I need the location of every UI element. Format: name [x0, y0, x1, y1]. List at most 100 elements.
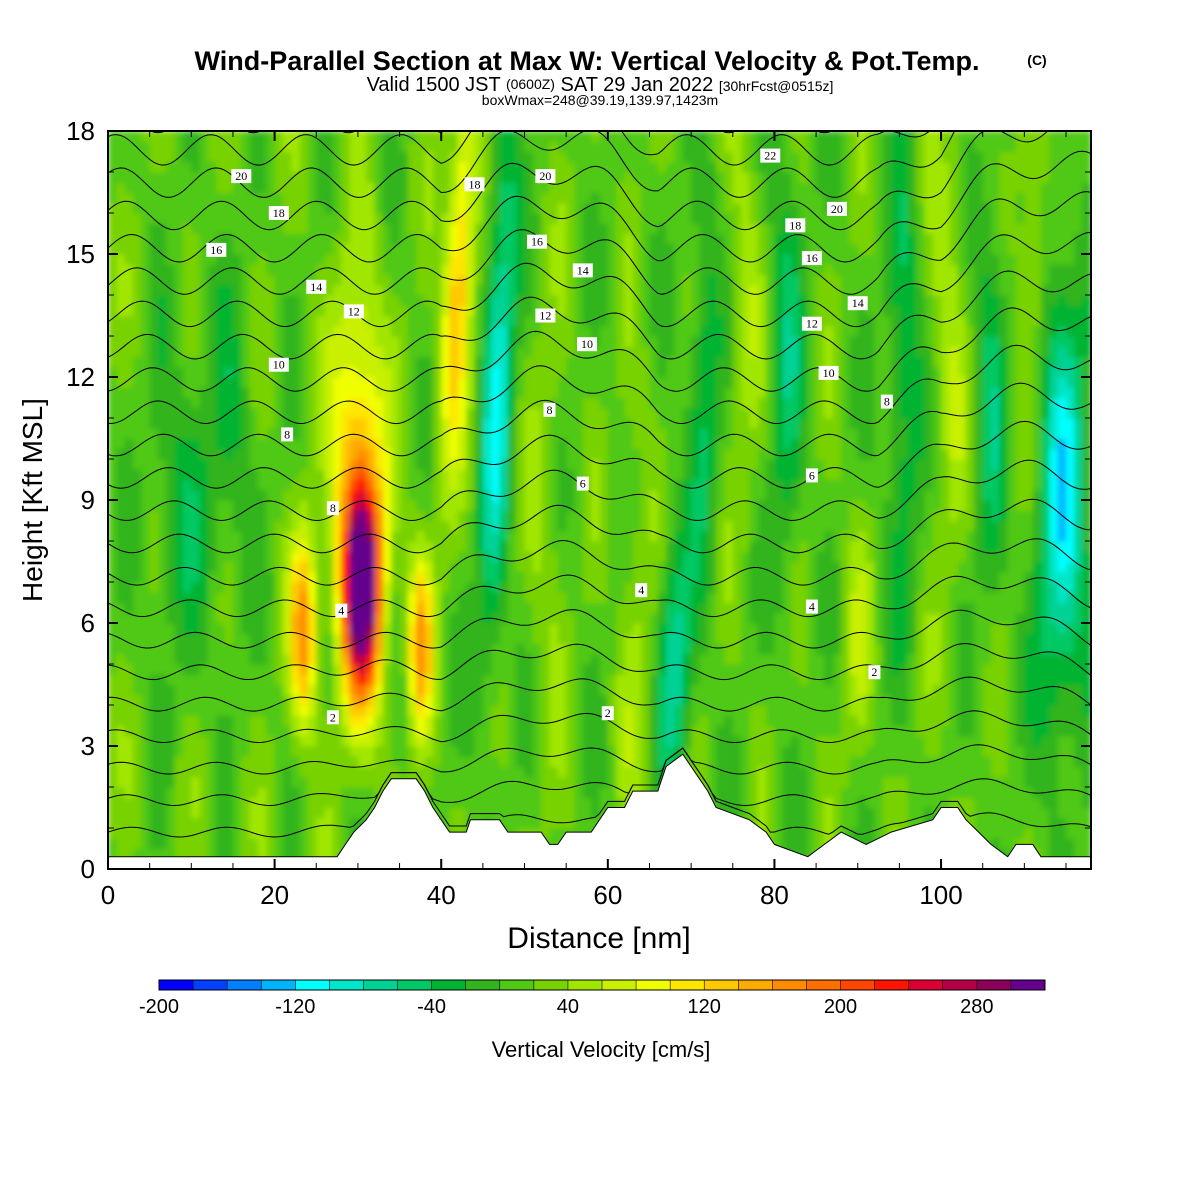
velocity-cell [132, 807, 142, 819]
velocity-cell [407, 387, 417, 399]
velocity-cell [357, 602, 367, 614]
velocity-cell [241, 131, 251, 142]
velocity-cell [416, 756, 426, 768]
velocity-cell [432, 602, 442, 614]
velocity-cell [607, 356, 617, 368]
velocity-cell [266, 807, 276, 819]
velocity-cell [332, 295, 342, 306]
velocity-cell [282, 797, 292, 809]
velocity-cell [482, 397, 492, 409]
velocity-cell [108, 131, 117, 142]
velocity-cell [541, 592, 551, 604]
velocity-cell [282, 284, 292, 296]
velocity-cell [549, 479, 559, 491]
velocity-cell [532, 213, 542, 224]
velocity-cell [466, 141, 476, 153]
velocity-cell [516, 182, 526, 194]
velocity-cell [282, 807, 292, 819]
velocity-cell [599, 315, 609, 327]
velocity-cell [591, 377, 601, 388]
velocity-cell [474, 274, 484, 286]
velocity-cell [182, 592, 192, 604]
velocity-cell [174, 233, 184, 245]
velocity-cell [349, 202, 359, 214]
velocity-cell [349, 530, 359, 542]
velocity-cell [182, 756, 192, 768]
velocity-cell [457, 592, 467, 604]
velocity-cell [157, 766, 167, 778]
velocity-cell [466, 213, 476, 224]
velocity-cell [641, 694, 651, 706]
velocity-cell [657, 202, 667, 214]
velocity-cell [191, 356, 201, 368]
velocity-cell [316, 500, 326, 511]
velocity-cell [566, 356, 576, 368]
velocity-cell [249, 756, 259, 768]
velocity-cell [124, 305, 134, 317]
velocity-cell [674, 459, 684, 470]
velocity-cell [532, 551, 542, 563]
velocity-cell [391, 705, 401, 716]
velocity-cell [532, 151, 542, 163]
velocity-cell [116, 520, 126, 532]
velocity-cell [441, 817, 451, 829]
velocity-cell [441, 213, 451, 224]
velocity-cell [432, 725, 442, 737]
velocity-cell [382, 674, 392, 686]
velocity-cell [249, 510, 259, 522]
velocity-cell [108, 233, 117, 245]
velocity-cell [132, 356, 142, 368]
velocity-cell [541, 817, 551, 829]
velocity-cell [449, 407, 459, 419]
velocity-cell [116, 797, 126, 809]
velocity-cell [132, 787, 142, 798]
velocity-cell [582, 643, 592, 655]
velocity-cell [307, 254, 317, 265]
velocity-cell [299, 797, 309, 809]
velocity-cell [124, 582, 134, 593]
velocity-cell [157, 243, 167, 255]
velocity-cell [307, 459, 317, 470]
velocity-cell [157, 151, 167, 163]
velocity-cell [116, 172, 126, 183]
velocity-cell [516, 397, 526, 409]
velocity-cell [524, 756, 534, 768]
velocity-cell [307, 161, 317, 173]
velocity-cell [257, 776, 267, 788]
velocity-cell [174, 602, 184, 614]
velocity-cell [216, 684, 226, 696]
velocity-cell [616, 254, 626, 265]
velocity-cell [499, 664, 509, 675]
velocity-cell [191, 561, 201, 573]
velocity-cell [574, 387, 584, 399]
velocity-cell [582, 233, 592, 245]
velocity-cell [474, 756, 484, 768]
velocity-cell [282, 838, 292, 850]
velocity-cell [616, 520, 626, 532]
velocity-cell [149, 520, 159, 532]
velocity-cell [557, 705, 567, 716]
velocity-cell [366, 264, 376, 276]
velocity-cell [474, 612, 484, 624]
velocity-cell [224, 161, 234, 173]
velocity-cell [407, 151, 417, 163]
velocity-cell [524, 336, 534, 347]
velocity-cell [207, 510, 217, 522]
velocity-cell [599, 510, 609, 522]
velocity-cell [491, 541, 501, 552]
velocity-cell [124, 776, 134, 788]
velocity-cell [216, 776, 226, 788]
velocity-cell [524, 243, 534, 255]
velocity-cell [366, 541, 376, 552]
velocity-cell [141, 131, 151, 142]
velocity-cell [607, 633, 617, 645]
velocity-cell [157, 551, 167, 563]
velocity-cell [124, 653, 134, 665]
velocity-cell [182, 633, 192, 645]
velocity-cell [108, 192, 117, 204]
velocity-cell [566, 172, 576, 183]
velocity-cell [357, 582, 367, 593]
velocity-cell [641, 213, 651, 224]
velocity-cell [357, 336, 367, 347]
velocity-cell [674, 469, 684, 481]
